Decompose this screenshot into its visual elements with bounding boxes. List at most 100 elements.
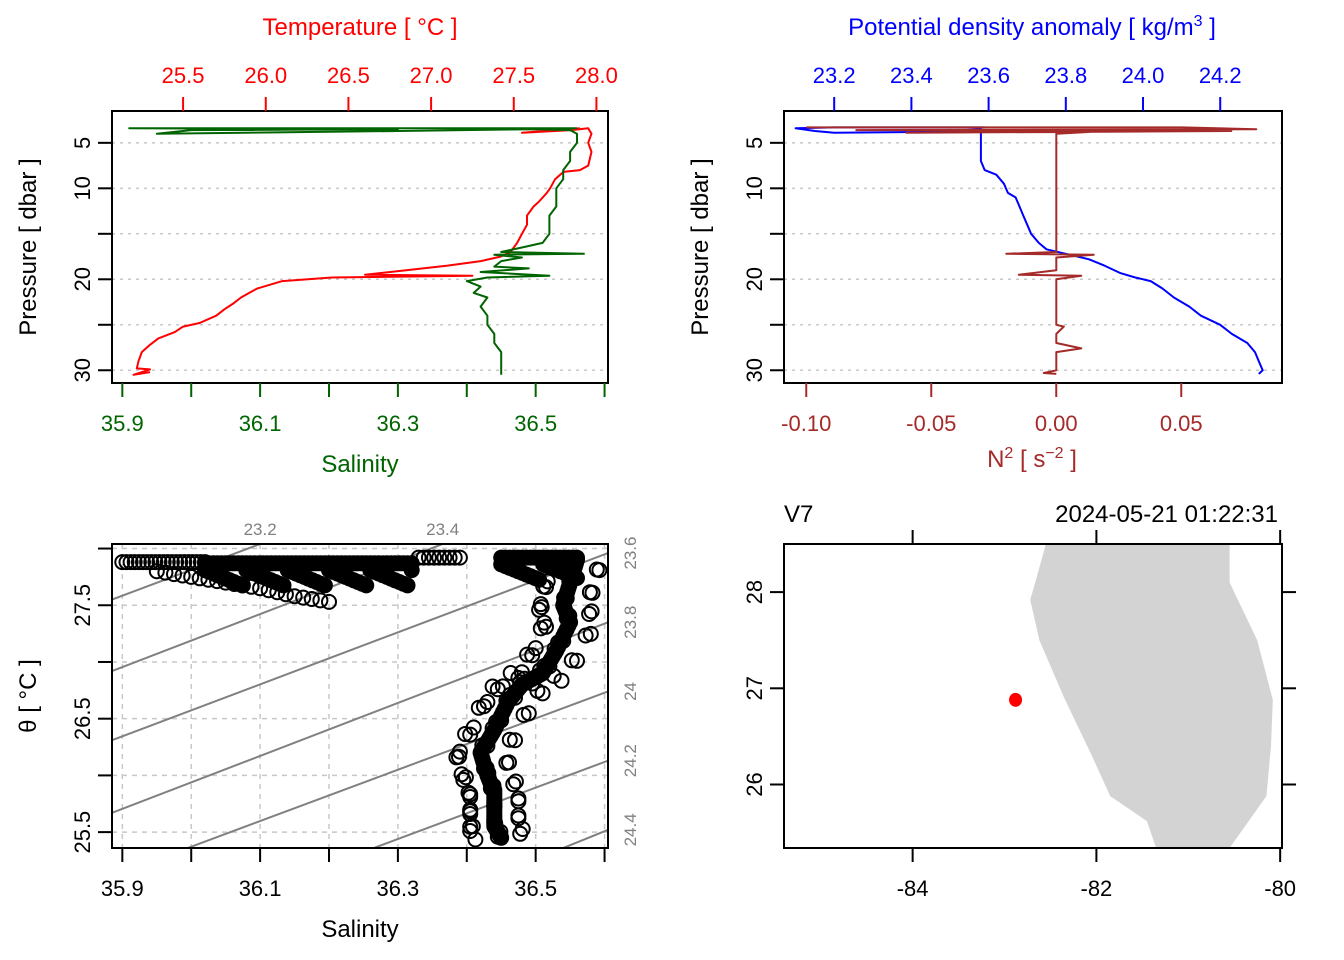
ts-point <box>588 561 605 578</box>
p3-points <box>114 549 607 847</box>
bottom-tick-label: -0.05 <box>906 411 956 436</box>
ts-point <box>295 589 312 606</box>
ts-point <box>286 588 303 605</box>
ts-point <box>507 732 523 749</box>
isopycnal-label: 23.8 <box>621 606 640 639</box>
isopycnal-label: 24 <box>621 682 640 701</box>
series-line-n2 <box>806 126 1258 375</box>
p1-temperature-axis: 25.5 26.0 26.5 27.0 27.5 28.0 <box>162 63 618 111</box>
top-tick-label: 23.4 <box>890 63 933 88</box>
ts-point <box>403 562 420 579</box>
bottom-tick-label: 35.9 <box>101 411 144 436</box>
station-marker <box>1009 692 1023 707</box>
x-tick-label: 35.9 <box>101 876 144 901</box>
ts-point <box>143 554 160 571</box>
isopycnal-label: 24.4 <box>621 813 640 846</box>
p2-top-axis-title: Potential density anomaly [ kg/m3 ] <box>848 13 1216 41</box>
ts-point <box>118 554 135 571</box>
y-tick-label: 26.5 <box>70 697 95 740</box>
p2-y-axis-title: Pressure [ dbar ] <box>687 158 714 335</box>
bottom-tick-label: 36.5 <box>514 411 557 436</box>
top-tick-label: 26.0 <box>244 63 287 88</box>
ts-point <box>524 647 541 664</box>
p1-grid <box>112 142 608 372</box>
top-tick-label: 24.0 <box>1122 63 1165 88</box>
ts-point <box>441 549 458 566</box>
ts-point <box>312 592 329 609</box>
y-tick-label: 28 <box>742 580 767 604</box>
p3-theta-axis: 25.5 26.5 27.5 <box>70 547 112 854</box>
ts-point <box>457 769 474 786</box>
map-station-time: 2024-05-21 01:22:31 <box>1055 501 1278 528</box>
top-tick-label: 27.5 <box>492 63 535 88</box>
p3-x-axis-title: Salinity <box>321 916 398 943</box>
y-tick-label: 30 <box>742 358 767 382</box>
ts-point <box>275 577 292 594</box>
ts-point <box>493 829 510 846</box>
ts-point <box>130 554 147 571</box>
ts-point <box>581 584 598 601</box>
series-line-temperature <box>132 127 593 376</box>
isopycnal-line <box>187 690 607 847</box>
y-tick-label: 26 <box>742 772 767 796</box>
ts-point <box>114 554 131 571</box>
y-tick-label: 20 <box>742 267 767 291</box>
ts-point <box>174 567 191 584</box>
ts-point <box>467 831 484 847</box>
x-tick-label: 36.3 <box>376 876 419 901</box>
top-tick-label: 26.5 <box>327 63 370 88</box>
x-tick-label: -84 <box>897 876 929 901</box>
ts-point <box>462 726 479 743</box>
ts-point <box>532 620 549 637</box>
ts-point <box>535 578 552 595</box>
bottom-tick-label: 0.00 <box>1035 411 1078 436</box>
p2-plot-frame <box>783 110 1283 384</box>
ts-point <box>166 566 182 583</box>
ts-point <box>234 577 251 594</box>
ts-point <box>321 593 337 610</box>
y-tick-label: 10 <box>70 176 95 200</box>
ts-point <box>431 549 448 566</box>
ts-point <box>446 549 463 566</box>
ts-point <box>399 577 416 594</box>
ts-point <box>303 591 320 607</box>
x-tick-label: 36.1 <box>239 876 282 901</box>
y-tick-label: 5 <box>70 137 95 149</box>
ts-point <box>410 549 427 566</box>
ts-point <box>563 652 580 669</box>
p3-plot-frame <box>111 543 609 849</box>
bottom-tick-label: -0.10 <box>781 411 831 436</box>
p3-y-axis-title: θ [ °C ] <box>15 659 42 733</box>
p2-bottom-axis-title: N2 [ s−2 ] <box>987 445 1077 473</box>
ts-point <box>577 627 594 644</box>
x-tick-label: -80 <box>1264 876 1296 901</box>
top-tick-label: 25.5 <box>162 63 205 88</box>
ts-point <box>529 682 546 699</box>
p1-plot-frame <box>111 110 609 384</box>
ts-point <box>519 646 536 663</box>
isopycnal-line <box>563 829 607 847</box>
ts-point <box>545 667 562 684</box>
top-tick-label: 23.8 <box>1044 63 1087 88</box>
top-tick-label: 23.2 <box>813 63 856 88</box>
p2-density-axis: 23.2 23.4 23.6 23.8 24.0 24.2 <box>813 63 1242 111</box>
ts-point <box>542 555 559 572</box>
ts-point <box>515 706 532 723</box>
ts-point <box>122 554 139 571</box>
land-polygon <box>1030 545 1273 847</box>
map-station-name: V7 <box>784 501 813 528</box>
ts-point <box>316 577 333 594</box>
ts-point <box>436 549 453 566</box>
top-tick-label: 27.0 <box>410 63 453 88</box>
y-tick-label: 20 <box>70 267 95 291</box>
p1-bottom-axis-title: Salinity <box>321 451 398 478</box>
isopycnal-label: 23.2 <box>244 520 277 539</box>
p1-salinity-axis: 35.9 36.1 36.3 36.5 <box>101 383 606 436</box>
ts-point <box>514 821 531 837</box>
ts-point <box>569 652 585 669</box>
ts-point <box>135 554 151 571</box>
ts-point <box>183 568 200 585</box>
p3-salinity-axis: 35.9 36.1 36.3 36.5 <box>101 848 606 901</box>
